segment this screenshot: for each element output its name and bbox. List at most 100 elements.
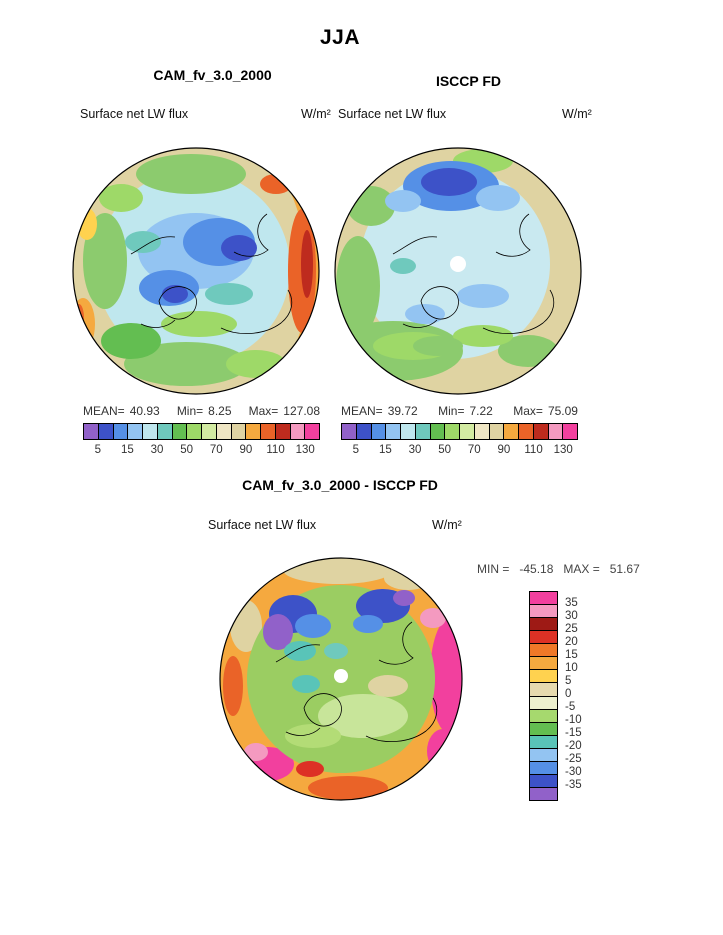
cb-cell [563, 424, 577, 439]
cam-mean-label: MEAN= [83, 404, 125, 418]
cb-tick: 30 [150, 444, 164, 456]
cam-colorbar [83, 423, 320, 440]
diff-colorbar-labels: 35 30 25 20 15 10 5 0 -5 -10 -15 -20 -25 -30 -35 [565, 597, 599, 792]
cb-cell [371, 424, 387, 439]
cb-tick: 5 [94, 444, 102, 456]
cb-cell [386, 424, 401, 439]
cb-vlabel: -10 [565, 714, 582, 726]
cam-mean-stat: MEAN= 40.93 [83, 404, 160, 418]
cam-map [71, 146, 321, 396]
cb-tick: 50 [180, 444, 194, 456]
diff-panel-title: CAM_fv_3.0_2000 - ISCCP FD [242, 477, 438, 493]
cb-vlabel: 15 [565, 649, 578, 661]
cb-cell [202, 424, 217, 439]
diff-pole-hole [334, 669, 348, 683]
isccp-units-label: W/m² [562, 107, 592, 121]
diff-max-value: 51.67 [609, 562, 640, 576]
cb-cell [246, 424, 261, 439]
cb-cell [530, 774, 557, 788]
diff-field-label: Surface net LW flux [208, 518, 317, 532]
cb-cell [489, 424, 505, 439]
isccp-colorbar [341, 423, 578, 440]
cb-cell [530, 631, 557, 645]
cb-vlabel: -30 [565, 766, 582, 778]
diff-colorbar [529, 591, 558, 801]
cb-tick: 110 [266, 444, 285, 456]
cam-min-label: Min= [176, 404, 204, 418]
cb-vlabel: -25 [565, 753, 582, 765]
cb-cell [415, 424, 431, 439]
cb-cell [474, 424, 490, 439]
diff-map [218, 556, 464, 802]
cb-vlabel: 5 [565, 675, 572, 687]
cb-cell [157, 424, 173, 439]
cb-cell [530, 735, 557, 749]
cam-min-stat: Min= 8.25 [177, 404, 232, 418]
cb-cell [187, 424, 202, 439]
diff-min-label: MIN = [477, 562, 510, 576]
cb-vlabel: 25 [565, 623, 578, 635]
diff-max-label: MAX = [563, 562, 600, 576]
cb-cell [530, 761, 557, 775]
cb-cell [530, 592, 557, 606]
isccp-stats-row: MEAN= 39.72 Min= 7.22 Max= 75.09 [341, 404, 578, 418]
cam-coastlines [130, 213, 293, 334]
cb-cell [530, 670, 557, 684]
cb-tick: 15 [121, 444, 134, 456]
cb-cell [504, 424, 519, 439]
cb-cell [530, 709, 557, 723]
cb-vlabel: 10 [565, 662, 578, 674]
cam-field-label: Surface net LW flux [80, 107, 189, 121]
cb-cell [231, 424, 247, 439]
cb-cell [530, 683, 557, 697]
cam-min-value: 8.25 [208, 404, 232, 418]
cam-colorbar-ticks: 5 15 30 50 70 90 110 130 [83, 444, 320, 456]
figure-title: JJA [319, 26, 361, 49]
cb-cell [533, 424, 549, 439]
cb-cell [172, 424, 188, 439]
cb-cell [275, 424, 291, 439]
diff-units-label: W/m² [432, 518, 462, 532]
cb-cell [530, 605, 557, 619]
isccp-pole-hole [450, 256, 466, 272]
cb-vlabel: -5 [565, 701, 576, 713]
cam-max-label: Max= [248, 404, 279, 418]
cb-tick: 90 [497, 444, 511, 456]
cb-tick: 5 [352, 444, 360, 456]
isccp-polar-map-image [334, 147, 582, 395]
isccp-field-label: Surface net LW flux [338, 107, 447, 121]
cb-tick: 30 [408, 444, 422, 456]
cb-cell [113, 424, 129, 439]
isccp-mean-stat: MEAN= 39.72 [341, 404, 418, 418]
isccp-map-outline [334, 147, 582, 395]
isccp-mean-label: MEAN= [341, 404, 383, 418]
cb-cell [530, 657, 557, 671]
cb-vlabel: 30 [565, 610, 578, 622]
cb-cell [530, 722, 557, 736]
cam-map-outline [72, 147, 320, 395]
cb-tick: 15 [379, 444, 392, 456]
cam-polar-map-image [72, 147, 320, 395]
cb-cell [290, 424, 306, 439]
cb-cell [261, 424, 276, 439]
cb-vlabel: 0 [565, 688, 572, 700]
cam-max-stat: Max= 127.08 [249, 404, 320, 418]
isccp-colorbar-ticks: 5 15 30 50 70 90 110 130 [341, 444, 578, 456]
cb-vlabel: -35 [565, 779, 582, 791]
isccp-min-value: 7.22 [469, 404, 493, 418]
cam-stats-row: MEAN= 40.93 Min= 8.25 Max= 127.08 [83, 404, 320, 418]
diff-coastlines [275, 621, 438, 742]
cb-tick: 70 [467, 444, 481, 456]
cb-tick: 70 [209, 444, 223, 456]
cb-vlabel: 35 [565, 597, 578, 609]
isccp-mean-value: 39.72 [387, 404, 418, 418]
isccp-max-value: 75.09 [547, 404, 578, 418]
cb-tick: 50 [438, 444, 452, 456]
cb-vlabel: 20 [565, 636, 578, 648]
diff-minmax-row: MIN = -45.18 MAX = 51.67 [477, 562, 640, 576]
cb-cell [356, 424, 372, 439]
cb-tick: 110 [524, 444, 543, 456]
isccp-map-fill [335, 148, 581, 394]
diff-polar-map-image [219, 557, 463, 801]
